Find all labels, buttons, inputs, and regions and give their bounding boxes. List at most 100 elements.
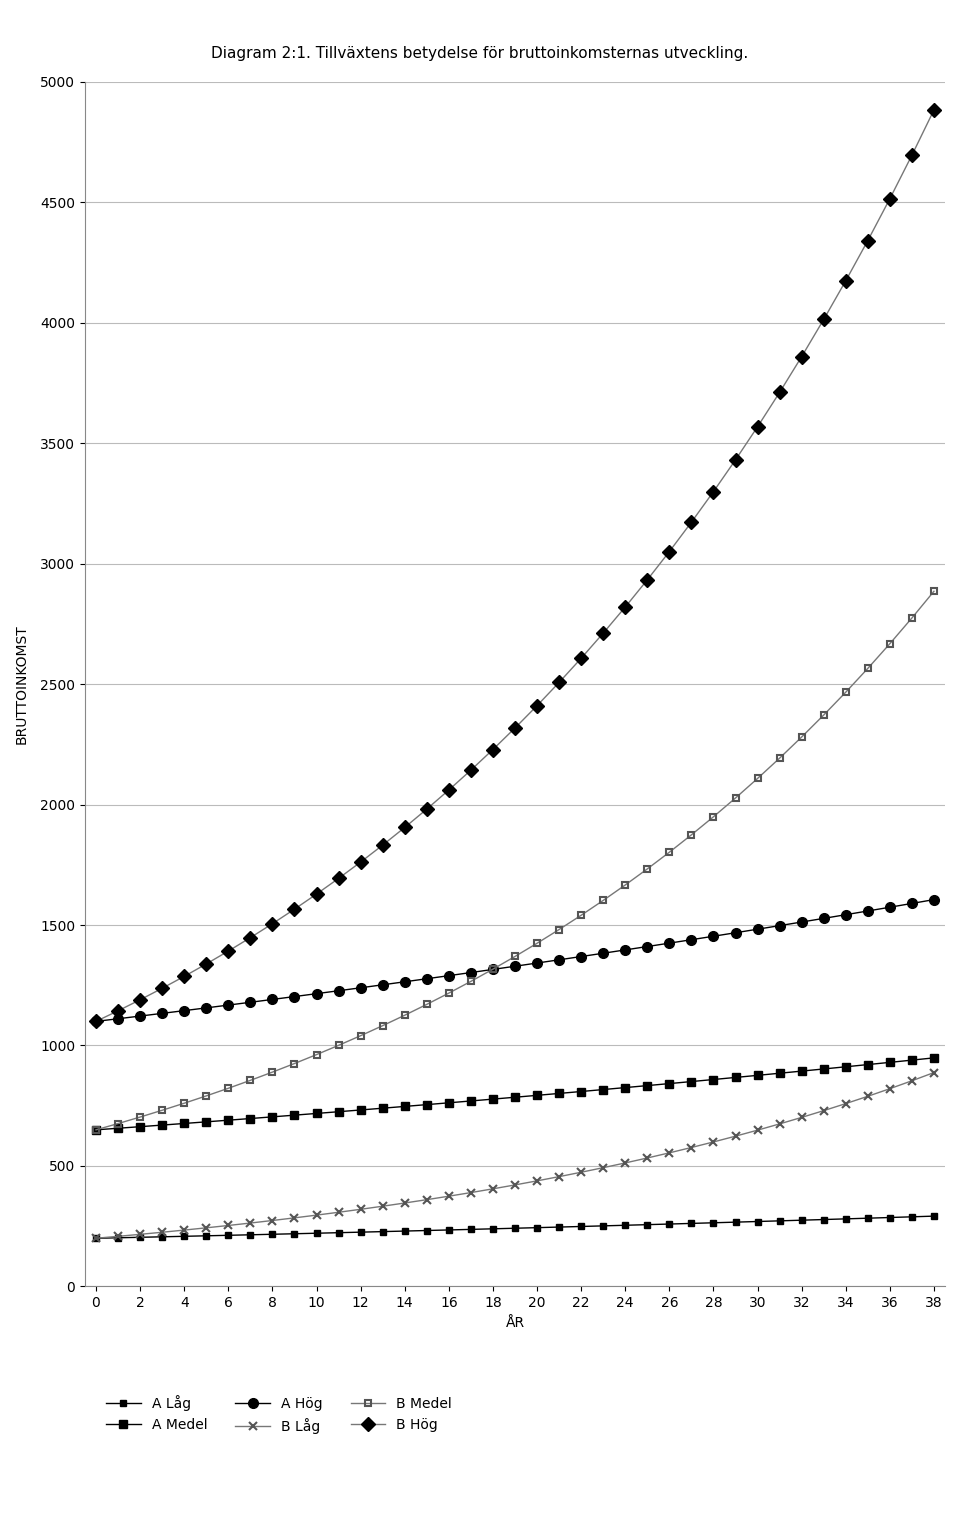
A Låg [597, 1217, 609, 1235]
A Låg [179, 1228, 190, 1246]
B Medel [156, 1101, 168, 1119]
A Låg [134, 1228, 146, 1246]
A Låg [708, 1214, 719, 1232]
B Hög [465, 761, 476, 780]
B Hög [752, 417, 763, 436]
B Låg [311, 1206, 323, 1225]
B Låg [906, 1072, 918, 1090]
B Hög [685, 514, 697, 532]
A Medel [355, 1101, 367, 1119]
A Medel [465, 1092, 476, 1110]
B Låg [355, 1200, 367, 1219]
A Låg [311, 1225, 323, 1243]
A Låg [399, 1222, 411, 1240]
B Medel [509, 948, 520, 966]
A Medel [333, 1102, 345, 1121]
B Medel [906, 609, 918, 627]
A Låg [730, 1212, 741, 1231]
A Hög [355, 979, 367, 997]
B Medel [355, 1026, 367, 1044]
B Medel [223, 1079, 234, 1098]
A Låg [509, 1219, 520, 1237]
Line: A Hög: A Hög [91, 894, 939, 1026]
A Medel [289, 1105, 300, 1124]
B Låg [201, 1219, 212, 1237]
A Medel [134, 1118, 146, 1136]
B Hög [245, 928, 256, 946]
A Hög [289, 988, 300, 1006]
B Medel [818, 706, 829, 725]
A Medel [597, 1081, 609, 1099]
B Låg [685, 1138, 697, 1156]
A Låg [333, 1223, 345, 1242]
B Hög [112, 1001, 124, 1020]
A Hög [663, 934, 675, 953]
A Medel [201, 1113, 212, 1131]
B Hög [223, 942, 234, 960]
B Medel [575, 907, 587, 925]
B Medel [663, 842, 675, 861]
A Låg [862, 1209, 874, 1228]
B Låg [840, 1095, 852, 1113]
A Hög [597, 943, 609, 962]
A Låg [444, 1220, 455, 1238]
A Medel [906, 1050, 918, 1069]
A Hög [774, 916, 785, 934]
B Hög [884, 190, 896, 208]
B Hög [201, 954, 212, 972]
A Hög [134, 1008, 146, 1026]
B Låg [553, 1168, 564, 1187]
A Medel [267, 1107, 278, 1125]
B Hög [355, 853, 367, 872]
B Låg [884, 1079, 896, 1098]
B Låg [156, 1223, 168, 1242]
B Medel [399, 1006, 411, 1024]
A Medel [685, 1072, 697, 1090]
A Låg [884, 1208, 896, 1226]
B Låg [708, 1133, 719, 1151]
B Hög [444, 781, 455, 800]
B Hög [597, 624, 609, 642]
A Hög [245, 994, 256, 1012]
A Låg [928, 1206, 940, 1225]
B Hög [90, 1012, 102, 1031]
A Hög [201, 998, 212, 1017]
A Medel [818, 1060, 829, 1078]
B Hög [641, 570, 653, 589]
A Medel [553, 1084, 564, 1102]
A Låg [531, 1219, 542, 1237]
Text: Diagram 2:1. Tillväxtens betydelse för bruttoinkomsternas utveckling.: Diagram 2:1. Tillväxtens betydelse för b… [211, 46, 749, 61]
B Hög [399, 818, 411, 836]
A Hög [575, 948, 587, 966]
A Hög [884, 898, 896, 916]
B Medel [179, 1095, 190, 1113]
A Hög [509, 957, 520, 976]
A Medel [840, 1058, 852, 1076]
B Låg [333, 1203, 345, 1222]
A Medel [399, 1098, 411, 1116]
A Låg [201, 1226, 212, 1245]
B Hög [619, 598, 631, 616]
B Låg [796, 1109, 807, 1127]
A Medel [179, 1115, 190, 1133]
B Hög [708, 483, 719, 502]
B Låg [179, 1220, 190, 1238]
B Hög [156, 979, 168, 997]
A Låg [289, 1225, 300, 1243]
A Hög [752, 920, 763, 939]
A Medel [112, 1119, 124, 1138]
A Låg [355, 1223, 367, 1242]
B Låg [245, 1214, 256, 1232]
B Hög [333, 870, 345, 888]
B Låg [267, 1211, 278, 1229]
B Hög [134, 991, 146, 1009]
B Hög [906, 145, 918, 164]
A Hög [840, 905, 852, 924]
B Hög [509, 719, 520, 737]
B Hög [862, 231, 874, 249]
A Låg [156, 1228, 168, 1246]
B Medel [444, 985, 455, 1003]
A Medel [377, 1099, 389, 1118]
B Hög [421, 800, 433, 818]
B Hög [818, 310, 829, 329]
